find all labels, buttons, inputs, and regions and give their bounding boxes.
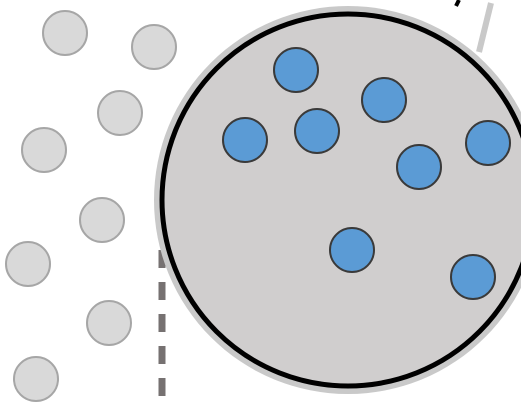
- inside-particle: [294, 108, 340, 154]
- inside-particle: [450, 254, 496, 300]
- container-body: [159, 11, 521, 389]
- outside-particle: [21, 127, 67, 173]
- inside-particle: [361, 77, 407, 123]
- outside-particle: [97, 90, 143, 136]
- pointer-line: [476, 2, 494, 53]
- outside-particle: [13, 356, 59, 402]
- inside-particle: [396, 144, 442, 190]
- inside-particle: [222, 117, 268, 163]
- outside-particles: [5, 10, 177, 402]
- inside-particle: [329, 227, 375, 273]
- outside-particle: [42, 10, 88, 56]
- outside-particle: [86, 300, 132, 346]
- top-edge-mark: [454, 0, 461, 7]
- outside-particle: [131, 24, 177, 70]
- inside-particle: [273, 47, 319, 93]
- outside-particle: [5, 241, 51, 287]
- outside-particle: [79, 197, 125, 243]
- inside-particle: [465, 120, 511, 166]
- inside-particles: [222, 47, 511, 300]
